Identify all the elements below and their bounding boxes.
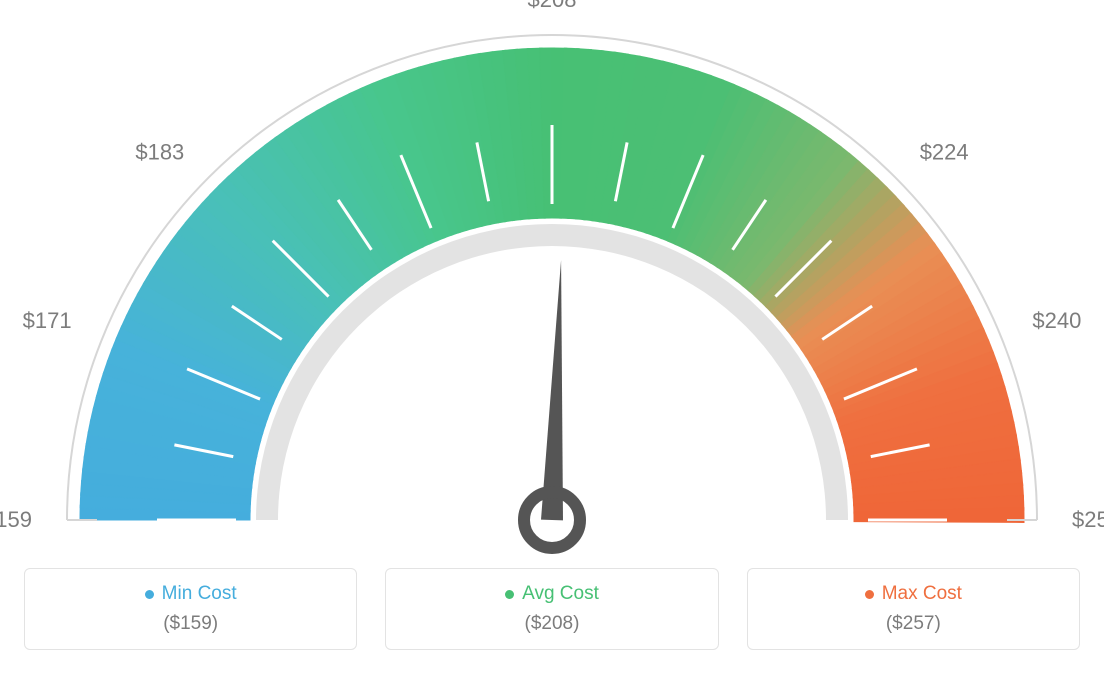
legend-label-avg: Avg Cost (522, 583, 599, 604)
dot-icon (145, 590, 154, 599)
legend-label-max: Max Cost (882, 583, 962, 604)
dot-icon (865, 590, 874, 599)
legend-title-min: Min Cost (35, 583, 346, 605)
legend-value-max: ($257) (758, 613, 1069, 635)
needle (541, 260, 563, 520)
legend-card-min: Min Cost ($159) (24, 568, 357, 650)
tick-label: $224 (920, 139, 969, 164)
tick-label: $171 (23, 308, 72, 333)
gauge-area: $159 $171 $183 $208 $224 $240 $257 (0, 0, 1104, 560)
legend-title-avg: Avg Cost (396, 583, 707, 605)
tick-label: $257 (1072, 507, 1104, 532)
legend-card-max: Max Cost ($257) (747, 568, 1080, 650)
tick-label: $159 (0, 507, 32, 532)
legend-card-avg: Avg Cost ($208) (385, 568, 718, 650)
legend-value-avg: ($208) (396, 613, 707, 635)
tick-label: $240 (1032, 308, 1081, 333)
legend-label-min: Min Cost (162, 583, 237, 604)
gauge-chart: $159 $171 $183 $208 $224 $240 $257 (0, 0, 1104, 560)
legend-value-min: ($159) (35, 613, 346, 635)
legend-title-max: Max Cost (758, 583, 1069, 605)
dot-icon (505, 590, 514, 599)
cost-gauge-container: $159 $171 $183 $208 $224 $240 $257 Min Cost ($… (0, 0, 1104, 690)
tick-label: $183 (135, 139, 184, 164)
legend-row: Min Cost ($159) Avg Cost ($208) Max Cost… (0, 560, 1104, 650)
tick-label: $208 (528, 0, 577, 12)
